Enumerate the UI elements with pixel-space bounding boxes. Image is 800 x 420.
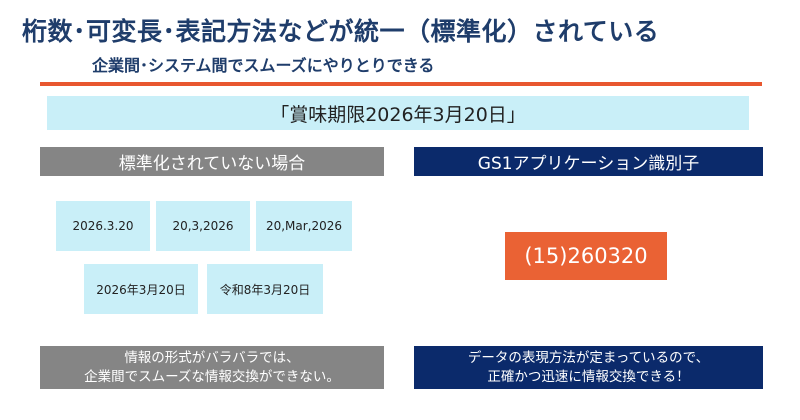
footer-line: 企業間でスムーズな情報交換ができない。 <box>84 368 340 385</box>
footer-line: データの表現方法が定まっているので、 <box>467 349 710 366</box>
page-title: 桁数･可変長･表記方法などが統一（標準化）されている <box>22 17 660 46</box>
page-subtitle: 企業間･システム間でスムーズにやりとりできる <box>92 56 435 75</box>
format-chip: 20,Mar,2026 <box>256 201 352 251</box>
format-chip: 令和8年3月20日 <box>207 264 323 314</box>
format-chip: 2026年3月20日 <box>84 264 198 314</box>
gs1-ai-header: GS1アプリケーション識別子 <box>414 147 763 176</box>
accent-divider <box>40 82 762 86</box>
non-standard-footer: 情報の形式がバラバラでは、 企業間でスムーズな情報交換ができない。 <box>40 346 384 389</box>
gs1-code-box: (15)260320 <box>505 232 667 280</box>
format-chip: 2026.3.20 <box>56 201 150 251</box>
footer-line: 正確かつ迅速に情報交換できる！ <box>487 368 690 385</box>
footer-line: 情報の形式がバラバラでは、 <box>124 349 300 366</box>
format-chip: 20,3,2026 <box>156 201 250 251</box>
example-banner: 「賞味期限2026年3月20日」 <box>47 96 749 130</box>
non-standard-header: 標準化されていない場合 <box>40 147 384 176</box>
gs1-footer: データの表現方法が定まっているので、 正確かつ迅速に情報交換できる！ <box>414 346 763 389</box>
